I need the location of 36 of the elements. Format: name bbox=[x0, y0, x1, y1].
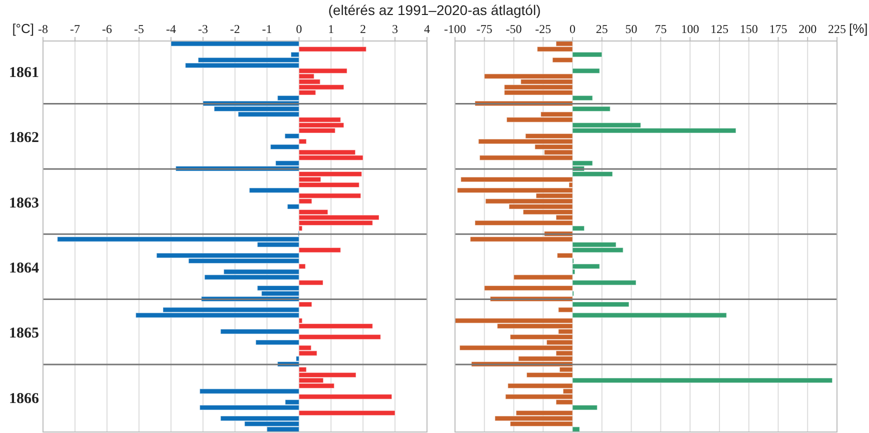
x-tick-label: 50 bbox=[625, 22, 638, 36]
x-tick-label: 225 bbox=[828, 22, 846, 36]
x-tick-label: 150 bbox=[740, 22, 758, 36]
x-tick-label: 75 bbox=[654, 22, 667, 36]
x-tick-label: -25 bbox=[535, 22, 552, 36]
x-tick-label: 2 bbox=[360, 22, 366, 36]
y-tick-label: 1865 bbox=[9, 326, 39, 342]
x-tick-label: 100 bbox=[681, 22, 700, 36]
y-tick-label: 1864 bbox=[9, 260, 40, 277]
y-tick-label: 1863 bbox=[9, 195, 39, 212]
y-tick-label: 1866 bbox=[9, 390, 40, 407]
x-tick-label: -7 bbox=[70, 22, 80, 36]
x-axis-title: [%] bbox=[849, 21, 868, 36]
x-tick-label: -2 bbox=[230, 22, 240, 36]
x-tick-label: 25 bbox=[596, 22, 608, 36]
x-tick-label: -5 bbox=[134, 22, 144, 36]
x-tick-label: 0 bbox=[570, 22, 576, 36]
x-tick-label: -8 bbox=[38, 22, 48, 36]
x-tick-label: 125 bbox=[710, 22, 728, 36]
x-axis-title: [°C] bbox=[12, 21, 34, 36]
x-tick-label: -100 bbox=[444, 22, 466, 36]
x-tick-label: -50 bbox=[506, 22, 522, 36]
x-tick-label: 200 bbox=[798, 22, 817, 36]
x-tick-label: -1 bbox=[262, 22, 272, 36]
x-tick-label: -4 bbox=[166, 22, 176, 36]
x-tick-label: 175 bbox=[769, 22, 788, 36]
x-tick-label: -3 bbox=[198, 22, 208, 36]
x-tick-label: -6 bbox=[102, 22, 112, 36]
x-tick-label: 4 bbox=[424, 22, 430, 36]
y-tick-label: 1861 bbox=[9, 65, 39, 82]
x-tick-label: 3 bbox=[392, 22, 398, 36]
x-tick-label: 0 bbox=[296, 22, 302, 36]
x-tick-label: 1 bbox=[328, 22, 334, 36]
x-tick-label: -75 bbox=[476, 22, 492, 36]
y-tick-label: 1862 bbox=[9, 130, 39, 146]
chart-title: (eltérés az 1991–2020-as átlagtól) bbox=[328, 2, 541, 18]
